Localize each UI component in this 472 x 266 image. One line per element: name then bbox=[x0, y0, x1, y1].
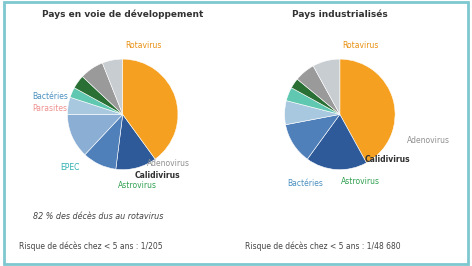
Wedge shape bbox=[67, 97, 123, 114]
Wedge shape bbox=[285, 101, 340, 125]
Wedge shape bbox=[74, 77, 123, 114]
Text: Calidivirus: Calidivirus bbox=[365, 155, 410, 164]
Text: 82 % des décès dus au rotavirus: 82 % des décès dus au rotavirus bbox=[33, 213, 163, 222]
Wedge shape bbox=[313, 59, 340, 114]
Wedge shape bbox=[67, 114, 123, 155]
Title: Pays industrialisés: Pays industrialisés bbox=[292, 10, 388, 19]
Wedge shape bbox=[70, 88, 123, 114]
Text: EPEC: EPEC bbox=[61, 163, 80, 172]
Text: Rotavirus: Rotavirus bbox=[125, 41, 161, 50]
Text: Calidivirus: Calidivirus bbox=[135, 171, 180, 180]
Wedge shape bbox=[83, 63, 123, 114]
Text: Risque de décès chez < 5 ans : 1/205: Risque de décès chez < 5 ans : 1/205 bbox=[19, 241, 162, 251]
Wedge shape bbox=[297, 66, 340, 114]
Wedge shape bbox=[307, 114, 366, 170]
Wedge shape bbox=[340, 59, 395, 163]
Wedge shape bbox=[102, 59, 123, 114]
Text: Adenovirus: Adenovirus bbox=[407, 136, 450, 145]
Text: Parasites: Parasites bbox=[33, 104, 67, 113]
Text: Rotavirus: Rotavirus bbox=[342, 41, 379, 50]
Text: Bactéries: Bactéries bbox=[33, 92, 68, 101]
Wedge shape bbox=[123, 59, 178, 159]
Wedge shape bbox=[291, 79, 340, 114]
Text: Bactéries: Bactéries bbox=[287, 178, 323, 188]
Wedge shape bbox=[116, 114, 155, 170]
Wedge shape bbox=[85, 114, 123, 169]
Text: Risque de décès chez < 5 ans : 1/48 680: Risque de décès chez < 5 ans : 1/48 680 bbox=[245, 241, 401, 251]
Wedge shape bbox=[287, 88, 340, 114]
Title: Pays en voie de développement: Pays en voie de développement bbox=[42, 10, 203, 19]
Text: Astrovirus: Astrovirus bbox=[118, 181, 157, 190]
Wedge shape bbox=[286, 114, 340, 159]
Text: Adenovirus: Adenovirus bbox=[147, 159, 190, 168]
Text: Astrovirus: Astrovirus bbox=[341, 177, 379, 186]
